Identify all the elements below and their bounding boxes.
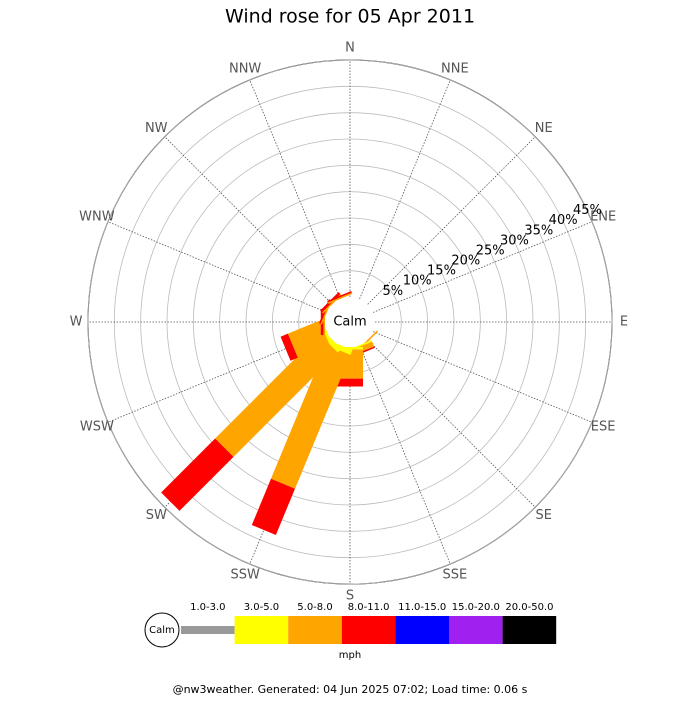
radial-line xyxy=(164,136,333,305)
bar-segment xyxy=(280,333,298,361)
grid-ring xyxy=(87,59,613,585)
r-tick-label: 45% xyxy=(573,203,602,218)
calm-circle xyxy=(327,299,373,345)
bar-segment xyxy=(215,334,338,457)
legend-calm-circle xyxy=(144,612,180,648)
direction-label: N xyxy=(345,41,355,56)
chart-title: Wind rose for 05 Apr 2011 xyxy=(225,6,475,28)
legend-swatch xyxy=(288,616,342,644)
r-tick-label: 35% xyxy=(524,223,553,238)
radial-line xyxy=(372,331,593,423)
direction-label: NW xyxy=(145,121,168,136)
radial-line xyxy=(359,79,451,300)
legend-label: 20.0-50.0 xyxy=(505,602,553,613)
radial-line xyxy=(359,344,451,565)
calm-label: Calm xyxy=(333,315,366,330)
direction-label: NNW xyxy=(229,61,261,76)
legend-swatch xyxy=(395,616,449,644)
direction-label: ENE xyxy=(590,210,616,225)
direction-label: ESE xyxy=(591,419,616,434)
r-tick-label: 30% xyxy=(500,233,529,248)
direction-label: NNE xyxy=(441,61,469,76)
r-tick-label: 15% xyxy=(427,264,456,279)
bar-segment xyxy=(327,291,352,303)
direction-label: SSW xyxy=(230,568,260,583)
direction-label: SW xyxy=(146,508,167,523)
legend-swatch xyxy=(341,616,396,644)
legend-label: 3.0-5.0 xyxy=(244,602,279,613)
r-tick-label: 5% xyxy=(383,284,404,299)
legend-label: 11.0-15.0 xyxy=(398,602,446,613)
legend-swatch xyxy=(234,616,289,644)
radial-line xyxy=(367,136,536,305)
direction-label: SE xyxy=(536,508,552,523)
bar-segment xyxy=(327,292,353,304)
bar-segment xyxy=(270,344,351,489)
grid-ring xyxy=(166,138,534,506)
bar-segment xyxy=(287,320,330,358)
bar-segment xyxy=(251,478,296,535)
legend-swatch xyxy=(449,616,503,644)
legend-label: 15.0-20.0 xyxy=(452,602,500,613)
unit-label: mph xyxy=(339,650,361,661)
legend-swatch xyxy=(181,626,235,634)
grid-ring xyxy=(192,164,508,480)
bar-segment xyxy=(337,378,363,387)
radial-line xyxy=(249,79,341,300)
grid-ring xyxy=(271,243,429,401)
legend-swatch xyxy=(502,616,557,644)
direction-label: WSW xyxy=(80,419,114,434)
legend-label: 1.0-3.0 xyxy=(190,602,225,613)
legend-label: 8.0-11.0 xyxy=(348,602,390,613)
direction-label: WNW xyxy=(79,210,115,225)
direction-label: NE xyxy=(535,121,553,136)
direction-label: W xyxy=(70,315,83,330)
legend-calm-label: Calm xyxy=(149,625,175,636)
radial-line xyxy=(367,339,536,508)
direction-label: E xyxy=(620,315,628,330)
radial-line xyxy=(372,221,593,313)
footer: @nw3weather. Generated: 04 Jun 2025 07:0… xyxy=(173,683,528,696)
radial-line xyxy=(107,221,328,313)
bar-segment xyxy=(161,438,234,511)
r-tick-label: 20% xyxy=(451,254,480,269)
r-tick-label: 10% xyxy=(403,274,432,289)
direction-label: S xyxy=(346,589,354,604)
r-tick-label: 40% xyxy=(549,213,578,228)
r-tick-label: 25% xyxy=(476,243,505,258)
direction-label: SSE xyxy=(442,568,467,583)
legend-label: 5.0-8.0 xyxy=(297,602,332,613)
